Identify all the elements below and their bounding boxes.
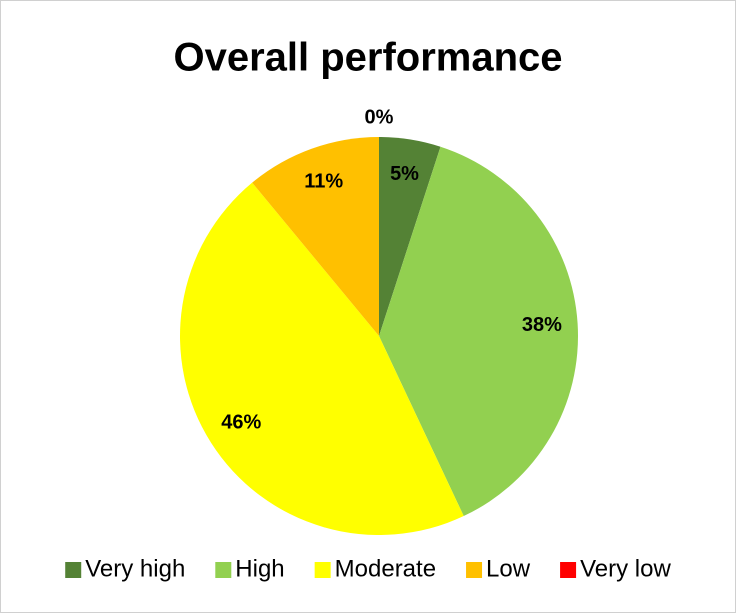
pie-slice [252, 137, 379, 336]
legend-swatch [466, 562, 483, 578]
legend-swatch [65, 562, 82, 578]
data-label: 38% [522, 314, 562, 336]
pie-slice [379, 137, 441, 336]
legend-label: High [235, 555, 284, 582]
data-label: 0% [365, 106, 394, 128]
legend-swatch [314, 562, 331, 578]
data-label: 46% [221, 412, 261, 434]
data-label: 11% [304, 171, 343, 193]
legend-label: Very high [85, 555, 185, 582]
chart-title: Overall performance [173, 36, 562, 80]
legend-swatch [560, 562, 577, 578]
data-label: 5% [390, 163, 419, 185]
legend-swatch [215, 562, 232, 578]
legend-label: Very low [580, 555, 671, 582]
pie-slice [180, 182, 464, 536]
pie-slice [379, 146, 579, 517]
legend-label: Moderate [335, 555, 436, 582]
legend-label: Low [486, 555, 531, 582]
